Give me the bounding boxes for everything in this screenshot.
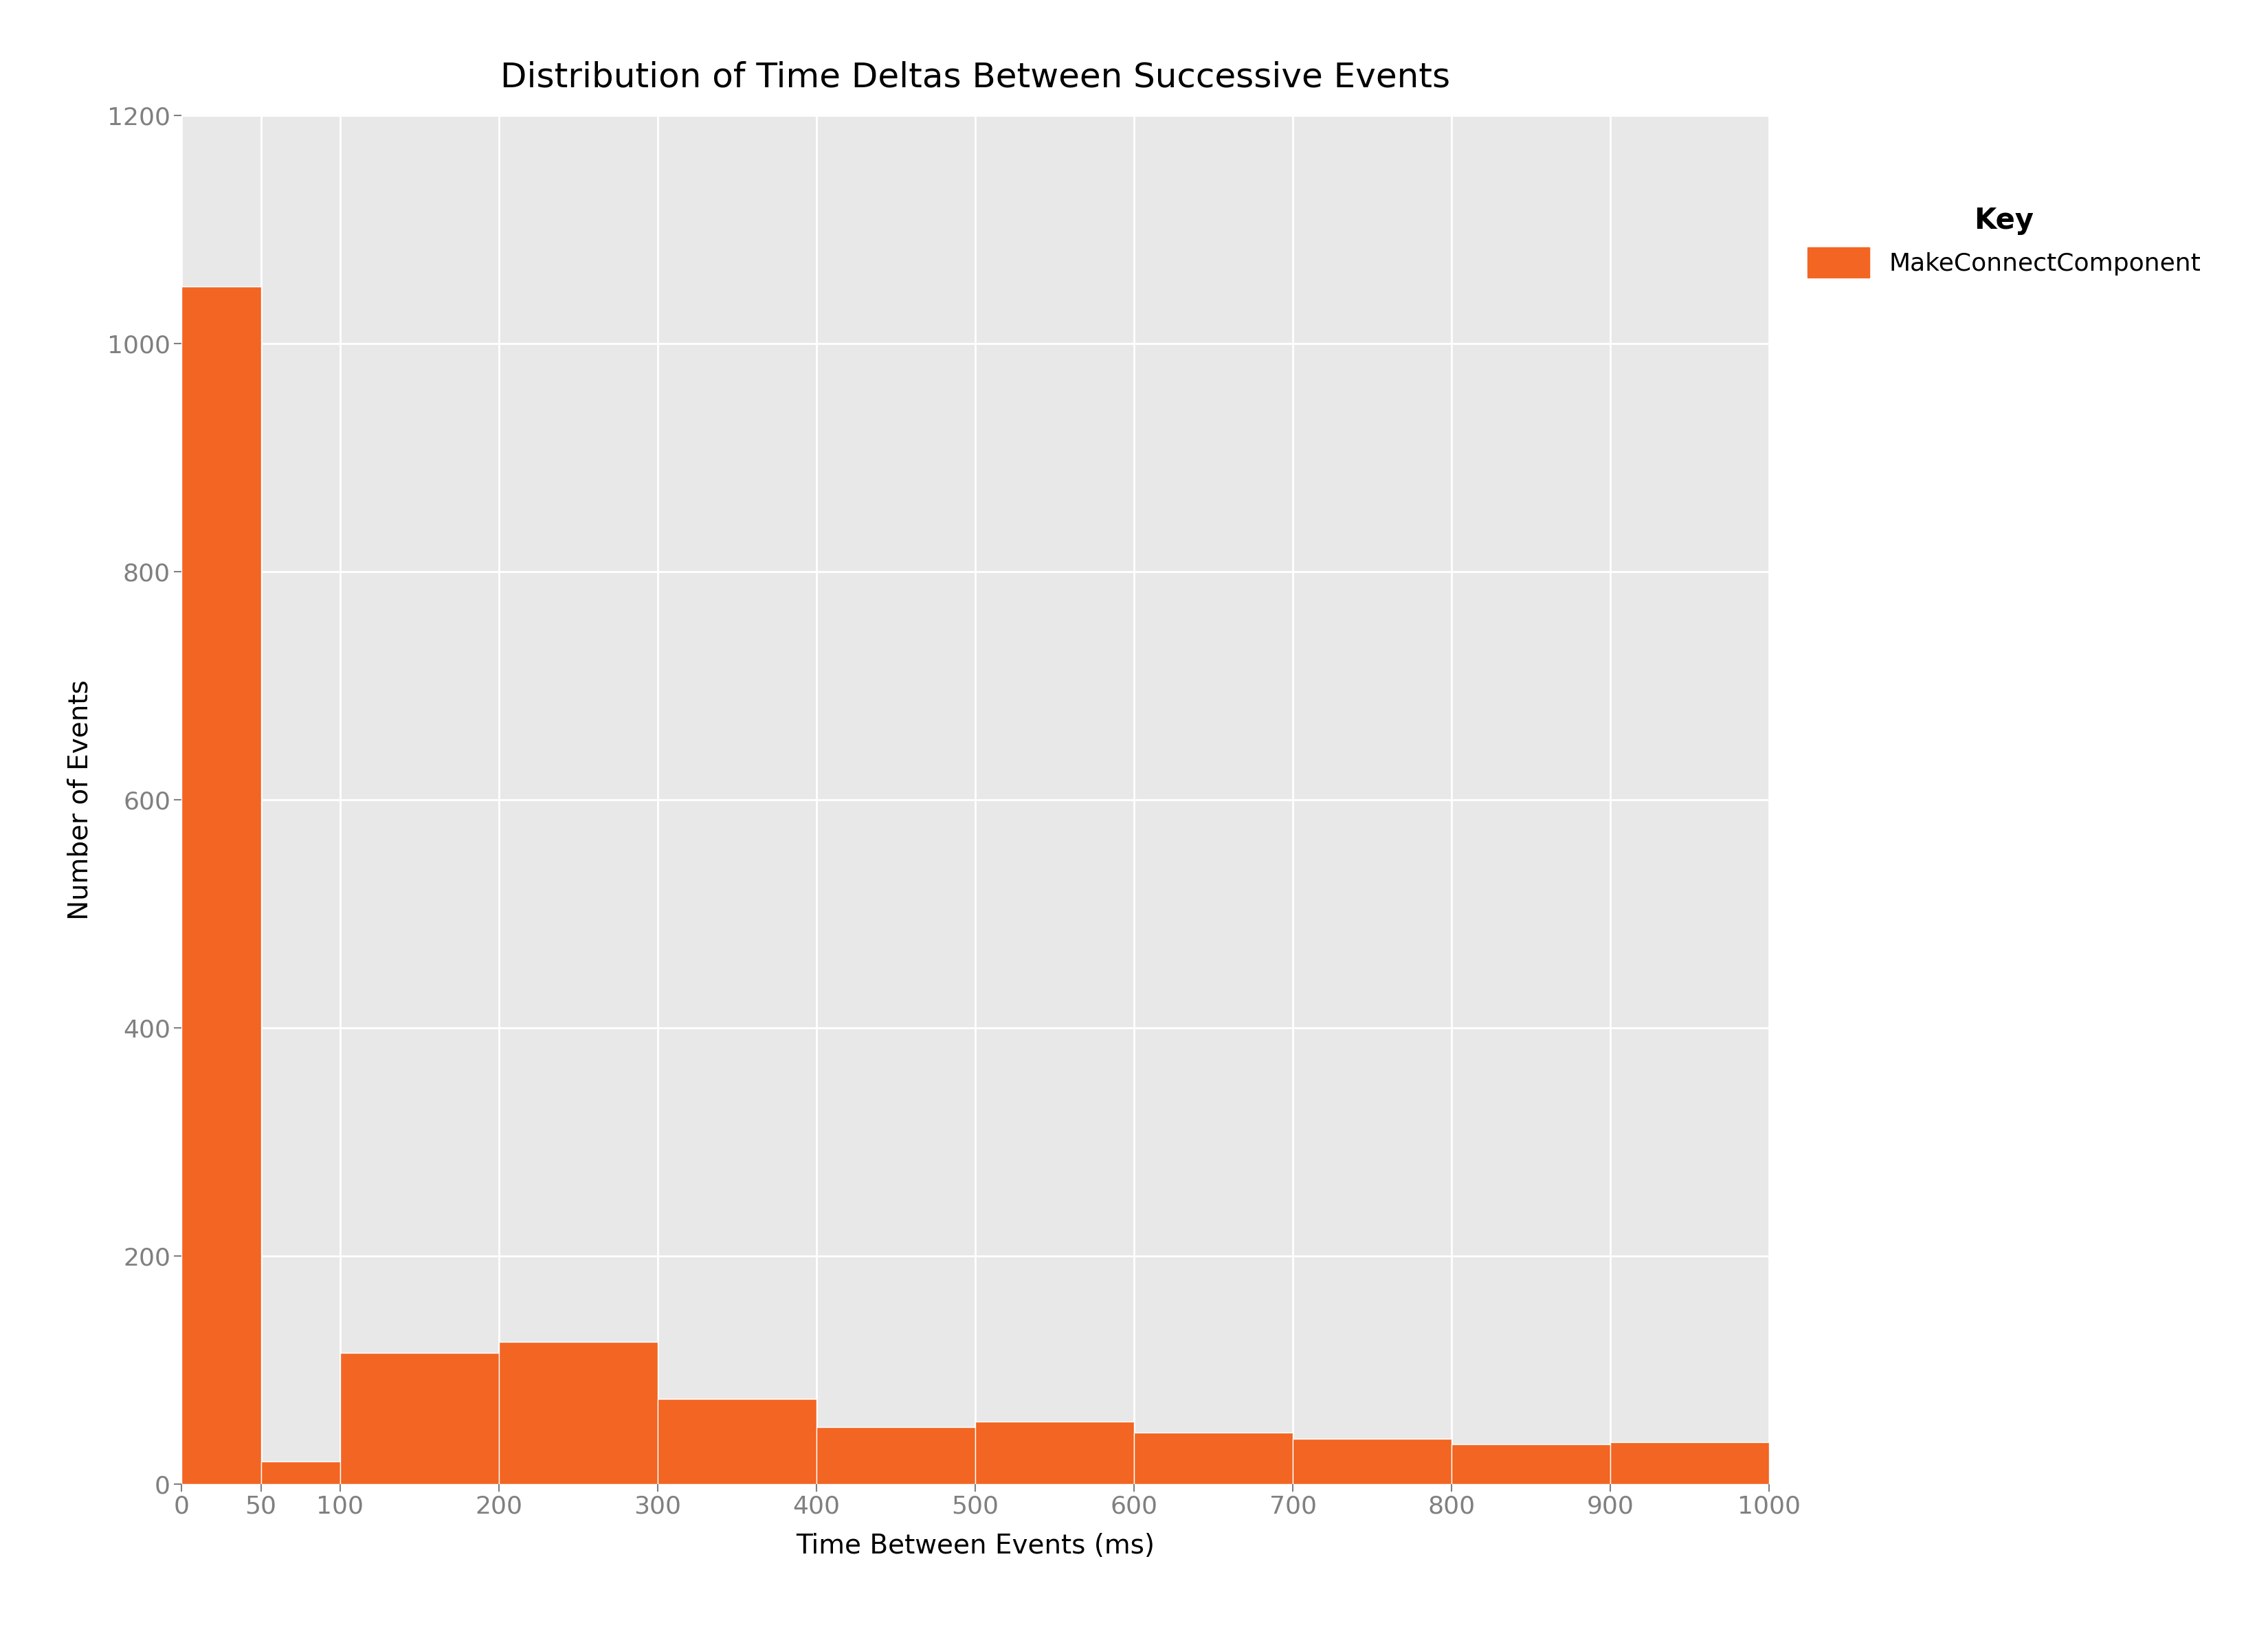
Bar (1293, 1438, 1452, 1484)
Bar (816, 1426, 975, 1484)
Bar (658, 1398, 816, 1484)
Bar (1134, 1433, 1293, 1484)
X-axis label: Time Between Events (ms): Time Between Events (ms) (796, 1534, 1154, 1558)
Bar (1610, 1441, 1769, 1484)
Legend: MakeConnectComponent: MakeConnectComponent (1796, 196, 2211, 287)
Bar (1452, 1445, 1610, 1484)
Bar (975, 1421, 1134, 1484)
Bar (181, 287, 261, 1484)
Bar (261, 1461, 340, 1484)
Bar (499, 1342, 658, 1484)
Bar (340, 1352, 499, 1484)
Title: Distribution of Time Deltas Between Successive Events: Distribution of Time Deltas Between Succ… (501, 61, 1449, 94)
Y-axis label: Number of Events: Number of Events (66, 679, 93, 920)
